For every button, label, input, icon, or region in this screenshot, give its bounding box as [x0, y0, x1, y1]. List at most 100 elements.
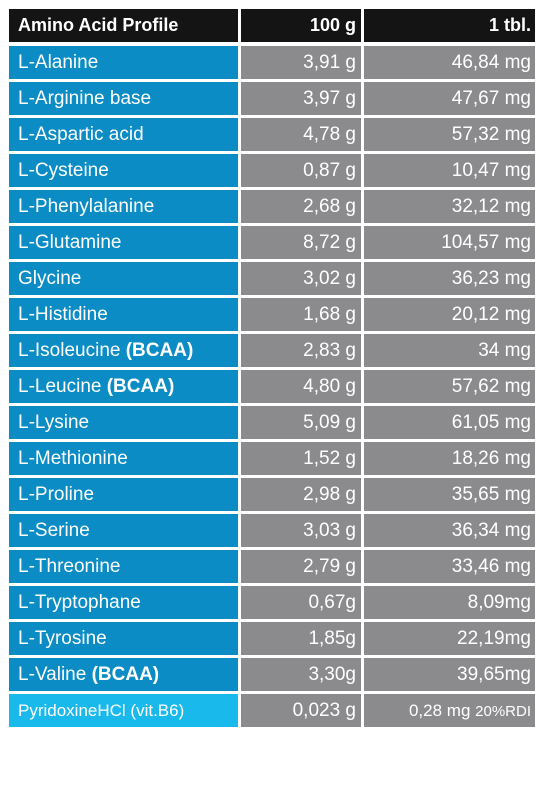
amino-name: PyridoxineHCl (vit.B6): [18, 701, 185, 720]
per-100g: 8,72 g: [241, 226, 361, 259]
per-tbl: 47,67 mg: [451, 88, 531, 109]
per-tbl-cell: 0,28 mg 20%RDI: [364, 694, 535, 727]
name-cell: L-Aspartic acid: [9, 118, 238, 151]
name-cell: L-Glutamine: [9, 226, 238, 259]
per-tbl-cell: 20,12 mg: [364, 298, 535, 331]
name-cell: PyridoxineHCl (vit.B6): [9, 694, 238, 727]
table-row: L-Valine (BCAA) 3,30g 39,65mg: [9, 658, 535, 691]
name-cell: L-Threonine: [9, 550, 238, 583]
per-tbl: 0,28 mg: [408, 701, 471, 720]
amino-name: L-Alanine: [18, 52, 99, 73]
per-tbl-cell: 32,12 mg: [364, 190, 535, 223]
per-tbl: 18,26 mg: [451, 448, 531, 469]
header-cell: 100 g: [241, 9, 361, 42]
amino-name: L-Methionine: [18, 448, 128, 469]
per-100g: 1,52 g: [241, 442, 361, 475]
per-tbl-cell: 61,05 mg: [364, 406, 535, 439]
name-cell: L-Tryptophane: [9, 586, 238, 619]
per-tbl-cell: 33,46 mg: [364, 550, 535, 583]
per-tbl: 57,32 mg: [451, 124, 531, 145]
per-100g: 2,83 g: [241, 334, 361, 367]
per-tbl-cell: 36,23 mg: [364, 262, 535, 295]
per-tbl: 35,65 mg: [451, 484, 531, 505]
amino-name: L-Tyrosine: [18, 628, 107, 649]
per-100g: 3,03 g: [241, 514, 361, 547]
per-tbl-cell: 57,62 mg: [364, 370, 535, 403]
per-tbl: 61,05 mg: [451, 412, 531, 433]
amino-name: L-Glutamine: [18, 232, 122, 253]
table-row: L-Threonine 2,79 g 33,46 mg: [9, 550, 535, 583]
amino-name: L-Threonine: [18, 556, 121, 577]
amino-name: L-Valine: [18, 664, 87, 685]
name-cell: Glycine: [9, 262, 238, 295]
name-cell: L-Serine: [9, 514, 238, 547]
per-tbl-cell: 39,65mg: [364, 658, 535, 691]
per-tbl-cell: 22,19mg: [364, 622, 535, 655]
rdi-note: 20%RDI: [475, 703, 531, 720]
per-100g: 5,09 g: [241, 406, 361, 439]
per-100g: 3,02 g: [241, 262, 361, 295]
per-tbl-cell: 47,67 mg: [364, 82, 535, 115]
name-cell: L-Lysine: [9, 406, 238, 439]
name-cell: L-Arginine base: [9, 82, 238, 115]
table-row: L-Aspartic acid 4,78 g 57,32 mg: [9, 118, 535, 151]
amino-name: L-Leucine: [18, 376, 102, 397]
amino-name: L-Arginine base: [18, 88, 152, 109]
name-cell: L-Isoleucine (BCAA): [9, 334, 238, 367]
name-cell: L-Cysteine: [9, 154, 238, 187]
name-cell: L-Phenylalanine: [9, 190, 238, 223]
per-100g: 2,79 g: [241, 550, 361, 583]
table-row: L-Glutamine 8,72 g 104,57 mg: [9, 226, 535, 259]
per-tbl: 32,12 mg: [451, 196, 531, 217]
amino-name: L-Phenylalanine: [18, 196, 155, 217]
name-cell: L-Proline: [9, 478, 238, 511]
amino-name: L-Cysteine: [18, 160, 109, 181]
per-tbl-cell: 46,84 mg: [364, 46, 535, 79]
per-tbl: 46,84 mg: [451, 52, 531, 73]
name-cell: L-Tyrosine: [9, 622, 238, 655]
per-100g: 1,68 g: [241, 298, 361, 331]
table-row: L-Phenylalanine 2,68 g 32,12 mg: [9, 190, 535, 223]
per-tbl: 10,47 mg: [451, 160, 531, 181]
name-cell: L-Valine (BCAA): [9, 658, 238, 691]
per-tbl: 22,19mg: [457, 628, 531, 649]
amino-name: L-Lysine: [18, 412, 90, 433]
amino-name: L-Serine: [18, 520, 90, 541]
per-100g: 4,80 g: [241, 370, 361, 403]
per-tbl: 20,12 mg: [451, 304, 531, 325]
bcaa-tag: (BCAA): [91, 664, 160, 685]
table-row: L-Leucine (BCAA) 4,80 g 57,62 mg: [9, 370, 535, 403]
per-tbl: 57,62 mg: [451, 376, 531, 397]
table-row: Glycine 3,02 g 36,23 mg: [9, 262, 535, 295]
per-tbl: 33,46 mg: [451, 556, 531, 577]
name-cell: L-Leucine (BCAA): [9, 370, 238, 403]
table-row: L-Tryptophane 0,67g 8,09mg: [9, 586, 535, 619]
table-row: L-Cysteine 0,87 g 10,47 mg: [9, 154, 535, 187]
table-row: L-Proline 2,98 g 35,65 mg: [9, 478, 535, 511]
per-tbl: 36,34 mg: [451, 520, 531, 541]
amino-name: L-Aspartic acid: [18, 124, 144, 145]
per-tbl: 39,65mg: [457, 664, 531, 685]
per-100g: 0,67g: [241, 586, 361, 619]
amino-name: L-Isoleucine: [18, 340, 121, 361]
table-row: L-Isoleucine (BCAA) 2,83 g 34 mg: [9, 334, 535, 367]
name-cell: L-Histidine: [9, 298, 238, 331]
table-row: L-Alanine 3,91 g 46,84 mg: [9, 46, 535, 79]
table-row: L-Arginine base 3,97 g 47,67 mg: [9, 82, 535, 115]
amino-name: Glycine: [18, 268, 82, 289]
per-tbl: 34 mg: [478, 340, 531, 361]
amino-name: L-Proline: [18, 484, 95, 505]
per-tbl: 8,09mg: [467, 592, 531, 613]
table-row: L-Methionine 1,52 g 18,26 mg: [9, 442, 535, 475]
per-100g: 0,87 g: [241, 154, 361, 187]
amino-name: L-Tryptophane: [18, 592, 141, 613]
table-row: L-Tyrosine 1,85g 22,19mg: [9, 622, 535, 655]
per-100g: 0,023 g: [241, 694, 361, 727]
header-cell: 1 tbl.: [364, 9, 535, 42]
name-cell: L-Alanine: [9, 46, 238, 79]
amino-name: L-Histidine: [18, 304, 108, 325]
per-100g: 2,98 g: [241, 478, 361, 511]
per-100g: 3,97 g: [241, 82, 361, 115]
